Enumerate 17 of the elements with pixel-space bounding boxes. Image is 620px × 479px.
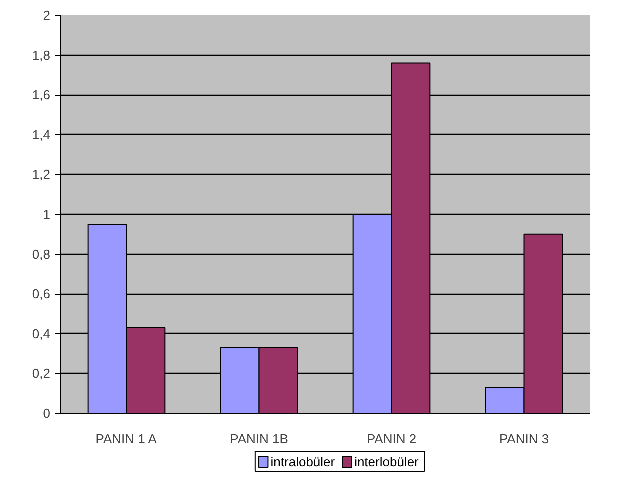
y-tick-label: 1,2 (32, 167, 51, 182)
y-tick-label: 0,4 (32, 326, 51, 342)
y-tick-label: 1,4 (32, 127, 51, 142)
y-tick-label: 1,6 (32, 88, 51, 103)
y-tick-label: 0,2 (32, 366, 51, 382)
y-tick-label: 2 (43, 8, 51, 23)
legend-label: intralobüler (270, 454, 336, 470)
x-tick-label: PANIN 1B (230, 432, 288, 446)
x-tick-label: PANIN 1 A (96, 432, 158, 446)
y-tick-label: 0 (43, 406, 51, 421)
y-tick-label: 0,6 (32, 286, 51, 302)
y-tick-label: 1 (43, 207, 51, 222)
x-tick-label: PANIN 2 (366, 432, 417, 446)
y-tick-label: 1,8 (32, 48, 51, 63)
x-tick-label: PANIN 3 (499, 432, 550, 446)
y-tick-label: 0,8 (32, 246, 51, 262)
legend-label: interlobüler (354, 454, 420, 470)
